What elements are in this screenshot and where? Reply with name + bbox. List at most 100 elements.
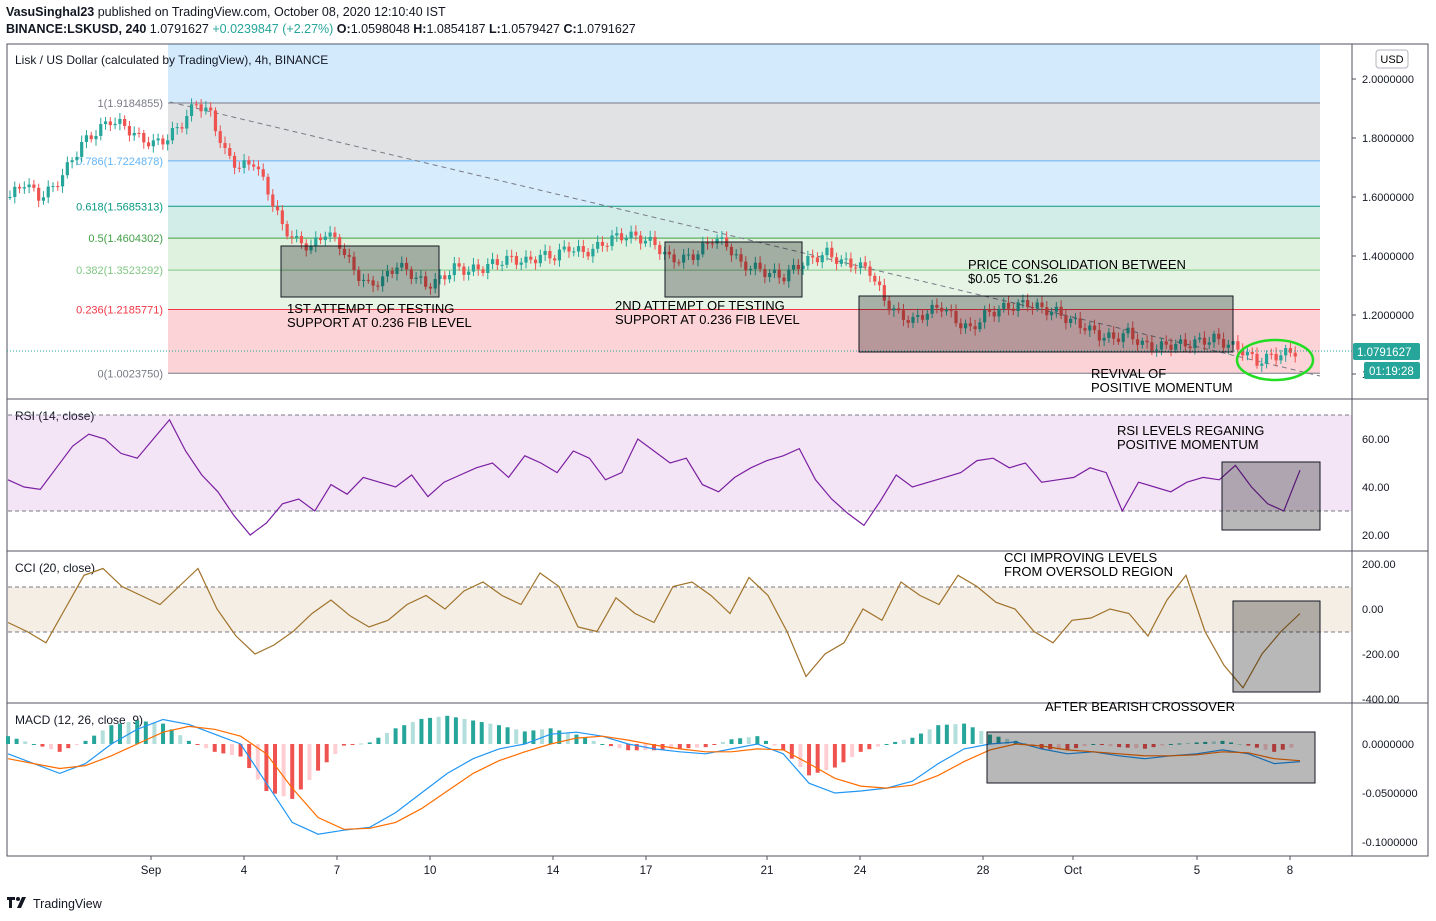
- candle-body: [1011, 308, 1015, 311]
- macd-histogram-bar: [962, 723, 967, 744]
- candle-body: [1284, 348, 1288, 356]
- candle-body: [27, 184, 31, 188]
- candle-body: [395, 267, 399, 274]
- macd-histogram-bar: [40, 744, 45, 747]
- macd-histogram-bar: [970, 727, 975, 744]
- candle-body: [791, 264, 796, 270]
- macd-pane-title: MACD (12, 26, close, 9): [15, 713, 143, 727]
- candle-body: [744, 261, 748, 271]
- macd-histogram-bar: [850, 744, 855, 758]
- macd-histogram-bar: [92, 735, 97, 744]
- fib-zone-top: [168, 44, 1320, 104]
- revival-ellipse[interactable]: [1235, 338, 1315, 382]
- candle-body: [342, 248, 347, 256]
- last-price-badge-text: 1.0791627: [1357, 347, 1411, 359]
- candle-body: [457, 263, 461, 267]
- macd-histogram-bar: [600, 744, 605, 745]
- candle-body: [892, 308, 896, 311]
- macd-histogram-bar: [608, 744, 613, 747]
- candle-body: [271, 194, 275, 207]
- candle-body: [500, 264, 504, 266]
- candle-body: [41, 197, 46, 201]
- candle-body: [1260, 363, 1264, 366]
- candle-body: [400, 262, 404, 268]
- candle-body: [701, 242, 705, 255]
- candle-body: [591, 248, 595, 257]
- candle-body: [877, 281, 882, 286]
- candle-body: [901, 310, 906, 320]
- candle-body: [256, 166, 261, 170]
- macd-histogram-bar: [1280, 744, 1285, 750]
- cci-highlight-box[interactable]: [1232, 600, 1321, 693]
- candle-body: [123, 118, 127, 126]
- macd-highlight-box[interactable]: [986, 731, 1316, 784]
- candle-body: [108, 121, 112, 126]
- cci-annotation-1: CCI IMPROVING LEVELS: [1004, 550, 1157, 565]
- macd-histogram-bar: [858, 744, 863, 752]
- second-attempt-box[interactable]: [664, 241, 803, 298]
- candle-body: [653, 236, 657, 246]
- candle-body: [481, 269, 485, 273]
- countdown-badge: [1364, 362, 1420, 379]
- macd-histogram-bar: [74, 744, 79, 745]
- macd-histogram-bar: [617, 744, 622, 749]
- candle-body: [1150, 342, 1154, 352]
- macd-histogram-bar: [264, 744, 269, 792]
- macd-histogram-bar: [1005, 738, 1010, 744]
- candle-body: [471, 264, 476, 272]
- macd-annotation: AFTER BEARISH CROSSOVER: [1045, 699, 1235, 714]
- consolidation-box[interactable]: [858, 295, 1234, 353]
- macd-histogram-bar: [410, 722, 415, 744]
- low-label: L:: [489, 22, 501, 36]
- candle-body: [237, 167, 241, 169]
- candle-body: [1236, 341, 1240, 350]
- macd-histogram-bar: [445, 715, 450, 744]
- macd-histogram-bar: [453, 717, 458, 744]
- footer-brand[interactable]: TradingView: [6, 895, 102, 912]
- macd-histogram-bar: [238, 744, 243, 757]
- macd-histogram-bar: [195, 744, 200, 745]
- macd-histogram-bar: [1142, 744, 1147, 749]
- candle-body: [839, 259, 843, 264]
- candle-body: [1016, 302, 1020, 311]
- macd-tick: 0.0000000: [1362, 739, 1414, 751]
- currency-button[interactable]: [1375, 49, 1409, 69]
- macd-histogram-bar: [1160, 744, 1165, 746]
- candle-body: [1140, 340, 1144, 345]
- candle-body: [720, 237, 724, 239]
- fib-zone: [168, 206, 1320, 239]
- macd-histogram-bar: [49, 744, 54, 750]
- high-label: H:: [413, 22, 427, 36]
- macd-histogram-bar: [419, 718, 424, 744]
- candle-body: [89, 135, 93, 140]
- candle-body: [242, 160, 246, 168]
- macd-histogram-bar: [204, 744, 209, 749]
- time-tick-label: 7: [334, 865, 340, 877]
- candle-body: [1255, 353, 1259, 366]
- candle-body: [13, 186, 17, 197]
- macd-histogram-bar: [927, 729, 932, 744]
- author-name[interactable]: VasuSinghal23: [6, 5, 95, 19]
- fib-level-label: 0.382(1.3523292): [76, 265, 163, 277]
- macd-histogram-bar: [126, 722, 131, 744]
- candle-body: [911, 316, 915, 323]
- rsi-highlight-box[interactable]: [1221, 461, 1321, 531]
- candle-body: [796, 264, 800, 270]
- candle-body: [275, 206, 280, 211]
- rsi-tick: 20.00: [1362, 530, 1390, 542]
- macd-histogram-bar: [867, 744, 872, 750]
- candle-body: [830, 247, 834, 258]
- macd-histogram-bar: [83, 740, 88, 744]
- candle-body: [815, 257, 820, 263]
- first-attempt-box[interactable]: [280, 245, 440, 298]
- macd-histogram-bar: [298, 744, 303, 790]
- macd-histogram-bar: [1168, 744, 1173, 745]
- symbol-ohlc-line: BINANCE:LSKUSD, 240 1.0791627 +0.0239847…: [6, 22, 636, 36]
- fib-level-label: 0.786(1.7224878): [76, 156, 163, 168]
- time-tick-label: 8: [1287, 865, 1293, 877]
- candle-body: [156, 138, 160, 141]
- candle-body: [333, 232, 337, 238]
- candle-body: [519, 262, 523, 265]
- candle-body: [443, 275, 447, 280]
